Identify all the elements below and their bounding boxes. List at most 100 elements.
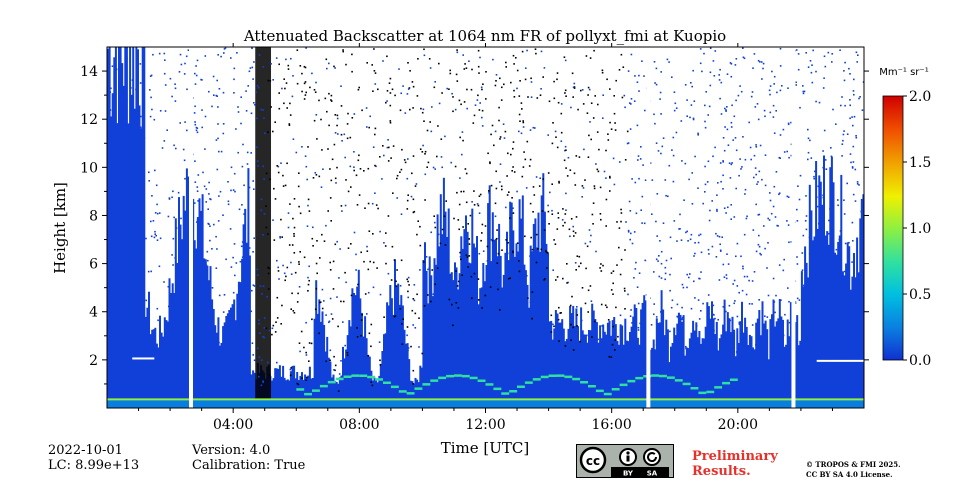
noise-speckle: [385, 232, 387, 234]
noise-speckle: [667, 196, 669, 198]
noise-speckle: [856, 137, 858, 139]
noise-speckle: [565, 193, 567, 195]
noise-speckle: [823, 77, 825, 79]
noise-speckle: [376, 204, 378, 206]
noise-speckle: [809, 278, 811, 280]
noise-speckle: [437, 267, 439, 269]
noise-speckle: [688, 179, 690, 181]
noise-speckle: [360, 335, 362, 337]
noise-speckle: [784, 314, 786, 316]
noise-speckle: [278, 172, 280, 174]
noise-speckle: [151, 236, 153, 238]
aerosol-band: [438, 377, 446, 380]
noise-speckle: [655, 221, 657, 223]
noise-speckle: [232, 257, 234, 259]
noise-speckle: [351, 295, 353, 297]
noise-speckle: [149, 89, 151, 91]
noise-speckle: [283, 185, 285, 187]
noise-speckle: [564, 56, 566, 58]
noise-speckle: [272, 219, 274, 221]
noise-speckle: [786, 151, 788, 153]
noise-speckle: [151, 195, 153, 197]
y-tick-label: 10: [80, 160, 98, 176]
noise-speckle: [292, 244, 294, 246]
noise-speckle: [542, 210, 544, 212]
noise-speckle: [243, 185, 245, 187]
noise-speckle: [540, 249, 542, 251]
noise-speckle: [239, 209, 241, 211]
noise-speckle: [629, 201, 631, 203]
noise-speckle: [614, 339, 616, 341]
noise-speckle: [371, 381, 373, 383]
noise-speckle: [352, 117, 354, 119]
noise-speckle: [638, 155, 640, 157]
noise-speckle: [601, 270, 603, 272]
noise-speckle: [118, 181, 120, 183]
noise-speckle: [660, 113, 662, 115]
noise-speckle: [583, 339, 585, 341]
noise-speckle: [657, 260, 659, 262]
noise-speckle: [713, 305, 715, 307]
noise-speckle: [565, 167, 567, 169]
noise-speckle: [858, 98, 860, 100]
noise-speckle: [579, 341, 581, 343]
noise-speckle: [505, 131, 507, 133]
noise-speckle: [416, 234, 418, 236]
noise-speckle: [558, 307, 560, 309]
noise-speckle: [824, 56, 826, 58]
noise-speckle: [308, 280, 310, 282]
noise-speckle: [755, 144, 757, 146]
noise-speckle: [151, 109, 153, 111]
noise-speckle: [694, 156, 696, 158]
noise-speckle: [390, 157, 392, 159]
noise-speckle: [459, 177, 461, 179]
noise-speckle: [579, 156, 581, 158]
noise-speckle: [539, 185, 541, 187]
noise-speckle: [644, 223, 646, 225]
noise-speckle: [728, 263, 730, 265]
noise-speckle: [237, 106, 239, 108]
noise-speckle: [669, 331, 671, 333]
noise-speckle: [441, 167, 443, 169]
noise-speckle: [614, 184, 616, 186]
noise-speckle: [735, 256, 737, 258]
noise-speckle: [297, 49, 299, 51]
noise-speckle: [318, 333, 320, 335]
noise-speckle: [755, 174, 757, 176]
noise-speckle: [322, 168, 324, 170]
noise-speckle: [614, 349, 616, 351]
noise-speckle: [702, 203, 704, 205]
noise-speckle: [722, 188, 724, 190]
noise-speckle: [375, 128, 377, 130]
noise-speckle: [304, 257, 306, 259]
noise-speckle: [685, 84, 687, 86]
noise-speckle: [355, 254, 357, 256]
noise-speckle: [433, 215, 435, 217]
noise-speckle: [799, 107, 801, 109]
noise-speckle: [620, 209, 622, 211]
noise-speckle: [769, 219, 771, 221]
noise-speckle: [853, 79, 855, 81]
noise-speckle: [140, 127, 142, 129]
noise-speckle: [311, 319, 313, 321]
noise-speckle: [297, 301, 299, 303]
noise-speckle: [255, 92, 257, 94]
noise-speckle: [624, 95, 626, 97]
noise-speckle: [325, 314, 327, 316]
noise-speckle: [635, 262, 637, 264]
noise-speckle: [332, 318, 334, 320]
noise-speckle: [412, 107, 414, 109]
noise-speckle: [205, 277, 207, 279]
noise-speckle: [107, 78, 109, 80]
x-tick-label: 04:00: [213, 417, 253, 433]
noise-speckle: [840, 240, 842, 242]
noise-speckle: [716, 209, 718, 211]
footer-date-block: 2022-10-01 LC: 8.99e+13: [48, 443, 139, 473]
noise-speckle: [529, 255, 531, 257]
noise-speckle: [605, 305, 607, 307]
noise-speckle: [333, 261, 335, 263]
noise-speckle: [170, 78, 172, 80]
noise-speckle: [345, 282, 347, 284]
noise-speckle: [542, 263, 544, 265]
noise-speckle: [788, 196, 790, 198]
